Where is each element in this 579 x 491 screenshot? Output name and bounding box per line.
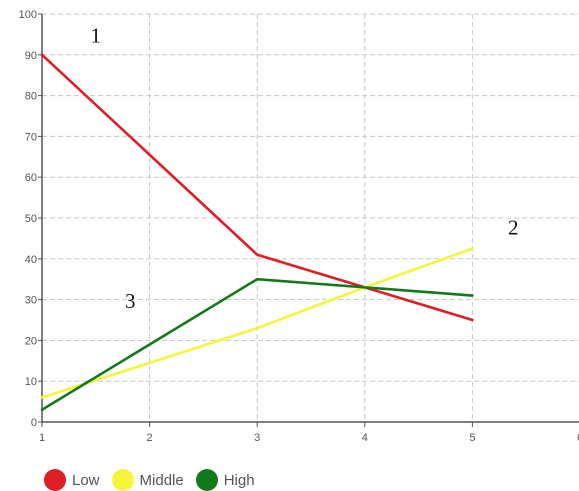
legend-label-middle: Middle — [139, 471, 184, 489]
legend-swatch-high — [195, 469, 218, 491]
y-tick-label: 50 — [25, 213, 37, 225]
legend-swatch-middle — [111, 469, 134, 491]
y-tick-label: 40 — [25, 254, 37, 266]
legend-item-low[interactable]: Low — [44, 469, 100, 491]
axes — [38, 13, 579, 427]
legend-label-high: High — [223, 471, 255, 489]
x-tick-label: 5 — [469, 432, 475, 444]
legend-item-high[interactable]: High — [195, 469, 255, 491]
y-tick-label: 0 — [31, 417, 37, 429]
x-tick-label: 1 — [39, 432, 45, 444]
y-tick-label: 30 — [25, 295, 37, 307]
series-line-low — [40, 53, 474, 322]
series-line-high — [40, 277, 474, 412]
annotation-label-1: 1 — [91, 24, 102, 48]
y-tick-label: 10 — [25, 376, 37, 388]
series-line-middle — [40, 247, 474, 399]
legend-item-middle[interactable]: Middle — [111, 469, 184, 491]
y-tick-label: 60 — [25, 172, 37, 184]
grid — [42, 13, 579, 422]
annotation-label-3: 3 — [125, 289, 136, 313]
series-lines — [40, 53, 474, 412]
legend: Low Middle High — [44, 469, 267, 491]
y-tick-label: 70 — [25, 131, 37, 143]
y-tick-label: 80 — [25, 91, 37, 103]
x-tick-label: 2 — [147, 432, 153, 444]
annotation-label-2: 2 — [508, 215, 519, 239]
tick-labels: 0 10 20 30 40 50 60 70 80 90 100 1 2 3 4 5 6 — [19, 9, 579, 444]
legend-label-low: Low — [72, 471, 100, 489]
x-tick-label: 6 — [577, 432, 579, 444]
y-tick-label: 90 — [25, 50, 37, 62]
line-chart: 0 10 20 30 40 50 60 70 80 90 100 1 2 3 4 5 6 1 2 3 — [19, 9, 579, 444]
y-tick-label: 20 — [25, 335, 37, 347]
x-tick-label: 3 — [254, 432, 260, 444]
x-tick-label: 4 — [362, 432, 368, 444]
annotations: 1 2 3 — [91, 24, 519, 313]
y-tick-label: 100 — [19, 9, 37, 21]
legend-swatch-low — [44, 469, 66, 491]
